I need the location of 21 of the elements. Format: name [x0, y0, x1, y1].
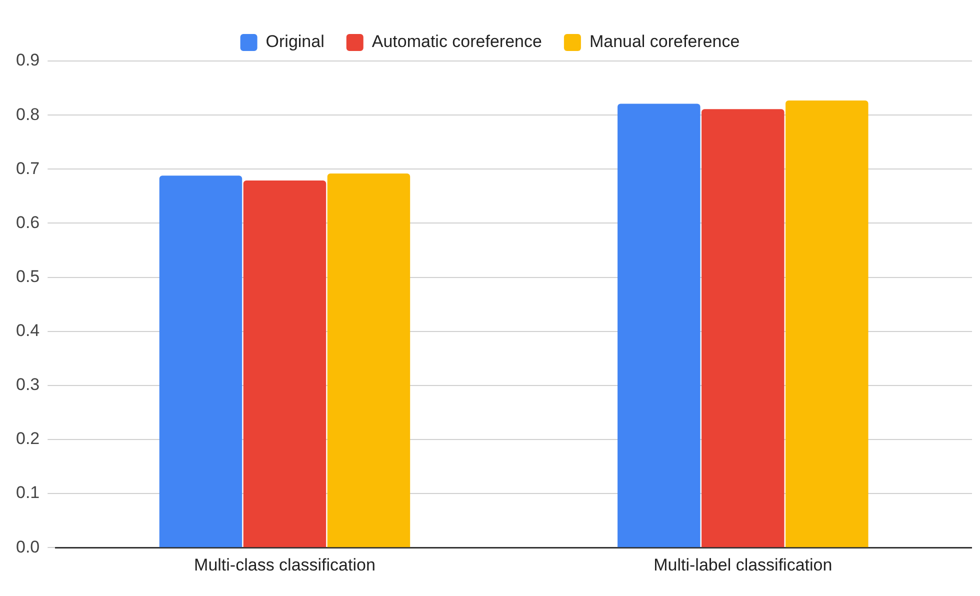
y-tick-label: 0.3	[16, 375, 40, 394]
y-tick-label: 0.2	[16, 429, 40, 448]
y-tick-label: 0.7	[16, 158, 40, 178]
bar	[702, 109, 784, 548]
bar	[159, 176, 242, 548]
bar	[618, 104, 700, 548]
legend-label: Manual coreference	[589, 32, 740, 52]
y-tick-label: 0.4	[16, 321, 40, 340]
legend-label: Original	[266, 32, 324, 52]
bar	[243, 180, 326, 548]
bar	[327, 173, 410, 548]
y-tick-label: 0.8	[16, 104, 40, 124]
y-tick-label: 0.5	[16, 266, 40, 286]
x-tick-label: Multi-class classification	[194, 555, 376, 574]
y-tick-label: 0.1	[16, 483, 40, 502]
y-tick-label: 0.0	[16, 537, 40, 556]
y-tick-label: 0.6	[16, 212, 40, 232]
x-tick-label: Multi-label classification	[654, 555, 832, 574]
bar	[786, 100, 868, 548]
y-tick-label: 0.9	[16, 50, 40, 70]
legend-label: Automatic coreference	[372, 32, 542, 52]
